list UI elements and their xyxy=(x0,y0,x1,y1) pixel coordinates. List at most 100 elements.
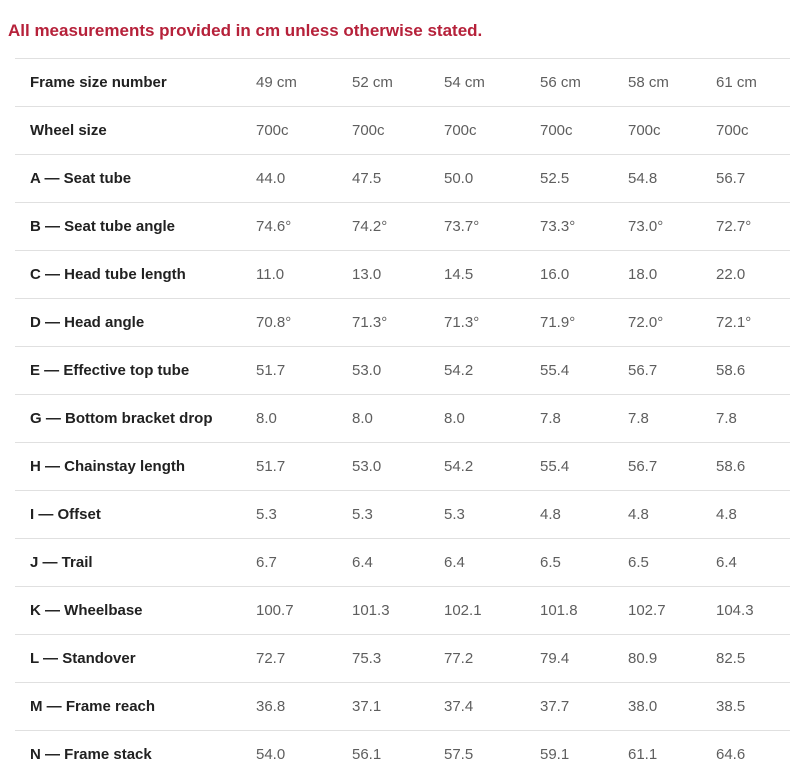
row-value: 53.0 xyxy=(352,442,444,491)
row-value: 54.8 xyxy=(628,154,716,203)
row-value: 55.4 xyxy=(540,442,628,491)
row-value: 8.0 xyxy=(256,394,352,443)
row-value: 22.0 xyxy=(716,250,790,299)
row-value: 54.2 xyxy=(444,346,540,395)
table-row: A — Seat tube 44.0 47.5 50.0 52.5 54.8 56.7 xyxy=(15,154,790,203)
row-value: 51.7 xyxy=(256,442,352,491)
row-value: 58.6 xyxy=(716,442,790,491)
row-value: 53.0 xyxy=(352,346,444,395)
row-value: 82.5 xyxy=(716,634,790,683)
table-row: D — Head angle 70.8° 71.3° 71.3° 71.9° 72.0° 7… xyxy=(15,298,790,347)
header-size-value: 56 cm xyxy=(540,58,628,107)
row-value: 79.4 xyxy=(540,634,628,683)
row-value: 74.6° xyxy=(256,202,352,251)
row-label: K — Wheelbase xyxy=(15,586,256,635)
table-row: E — Effective top tube 51.7 53.0 54.2 55.4 56… xyxy=(15,346,790,395)
table-row: C — Head tube length 11.0 13.0 14.5 16.0 18.0… xyxy=(15,250,790,299)
row-value: 55.4 xyxy=(540,346,628,395)
row-label: E — Effective top tube xyxy=(15,346,256,395)
row-value: 50.0 xyxy=(444,154,540,203)
row-value: 47.5 xyxy=(352,154,444,203)
row-value: 44.0 xyxy=(256,154,352,203)
row-value: 52.5 xyxy=(540,154,628,203)
row-value: 56.7 xyxy=(628,346,716,395)
row-value: 70.8° xyxy=(256,298,352,347)
row-value: 4.8 xyxy=(540,490,628,539)
row-value: 8.0 xyxy=(444,394,540,443)
row-value: 73.7° xyxy=(444,202,540,251)
row-value: 7.8 xyxy=(540,394,628,443)
row-value: 57.5 xyxy=(444,730,540,773)
row-value: 4.8 xyxy=(716,490,790,539)
table-row: H — Chainstay length 51.7 53.0 54.2 55.4 56.7… xyxy=(15,442,790,491)
row-value: 51.7 xyxy=(256,346,352,395)
table-row: G — Bottom bracket drop 8.0 8.0 8.0 7.8 7.8 7.… xyxy=(15,394,790,443)
row-value: 38.5 xyxy=(716,682,790,731)
row-label: B — Seat tube angle xyxy=(15,202,256,251)
header-size-value: 52 cm xyxy=(352,58,444,107)
row-value: 56.1 xyxy=(352,730,444,773)
row-value: 59.1 xyxy=(540,730,628,773)
row-label: Wheel size xyxy=(15,106,256,155)
row-value: 700c xyxy=(256,106,352,155)
row-label: C — Head tube length xyxy=(15,250,256,299)
table-row: K — Wheelbase 100.7 101.3 102.1 101.8 102.7 10… xyxy=(15,586,790,635)
row-value: 77.2 xyxy=(444,634,540,683)
row-value: 100.7 xyxy=(256,586,352,635)
row-value: 74.2° xyxy=(352,202,444,251)
row-value: 5.3 xyxy=(352,490,444,539)
row-value: 36.8 xyxy=(256,682,352,731)
row-value: 5.3 xyxy=(444,490,540,539)
row-value: 37.4 xyxy=(444,682,540,731)
table-row: N — Frame stack 54.0 56.1 57.5 59.1 61.1 64.6 xyxy=(15,730,790,773)
row-value: 6.4 xyxy=(352,538,444,587)
row-value: 54.0 xyxy=(256,730,352,773)
row-value: 71.9° xyxy=(540,298,628,347)
row-label: J — Trail xyxy=(15,538,256,587)
row-value: 72.1° xyxy=(716,298,790,347)
row-label: N — Frame stack xyxy=(15,730,256,773)
header-size-value: 54 cm xyxy=(444,58,540,107)
row-value: 6.4 xyxy=(444,538,540,587)
geometry-table-body: Wheel size 700c 700c 700c 700c 700c 700c A — Se… xyxy=(15,106,790,773)
table-row: J — Trail 6.7 6.4 6.4 6.5 6.5 6.4 xyxy=(15,538,790,587)
row-value: 58.6 xyxy=(716,346,790,395)
table-row: L — Standover 72.7 75.3 77.2 79.4 80.9 82.5 xyxy=(15,634,790,683)
table-header-row: Frame size number 49 cm 52 cm 54 cm 56 cm 58… xyxy=(15,58,790,107)
row-value: 6.7 xyxy=(256,538,352,587)
measurements-note: All measurements provided in cm unless o… xyxy=(8,21,483,40)
row-value: 71.3° xyxy=(352,298,444,347)
header-size-value: 58 cm xyxy=(628,58,716,107)
row-value: 37.7 xyxy=(540,682,628,731)
table-row: B — Seat tube angle 74.6° 74.2° 73.7° 73.3° 7… xyxy=(15,202,790,251)
row-value: 72.0° xyxy=(628,298,716,347)
row-value: 5.3 xyxy=(256,490,352,539)
header-size-value: 49 cm xyxy=(256,58,352,107)
row-value: 72.7° xyxy=(716,202,790,251)
row-value: 16.0 xyxy=(540,250,628,299)
row-value: 101.3 xyxy=(352,586,444,635)
row-value: 700c xyxy=(716,106,790,155)
row-label: A — Seat tube xyxy=(15,154,256,203)
table-row: I — Offset 5.3 5.3 5.3 4.8 4.8 4.8 xyxy=(15,490,790,539)
row-value: 11.0 xyxy=(256,250,352,299)
row-value: 6.5 xyxy=(628,538,716,587)
row-label: D — Head angle xyxy=(15,298,256,347)
row-label: I — Offset xyxy=(15,490,256,539)
row-value: 37.1 xyxy=(352,682,444,731)
row-value: 61.1 xyxy=(628,730,716,773)
row-value: 6.4 xyxy=(716,538,790,587)
row-value: 6.5 xyxy=(540,538,628,587)
row-value: 64.6 xyxy=(716,730,790,773)
row-value: 8.0 xyxy=(352,394,444,443)
row-value: 54.2 xyxy=(444,442,540,491)
table-row: M — Frame reach 36.8 37.1 37.4 37.7 38.0 38.5 xyxy=(15,682,790,731)
row-value: 73.0° xyxy=(628,202,716,251)
header-size-value: 61 cm xyxy=(716,58,790,107)
row-value: 700c xyxy=(444,106,540,155)
row-value: 80.9 xyxy=(628,634,716,683)
row-value: 4.8 xyxy=(628,490,716,539)
row-label: G — Bottom bracket drop xyxy=(15,394,256,443)
row-value: 102.1 xyxy=(444,586,540,635)
row-value: 56.7 xyxy=(716,154,790,203)
